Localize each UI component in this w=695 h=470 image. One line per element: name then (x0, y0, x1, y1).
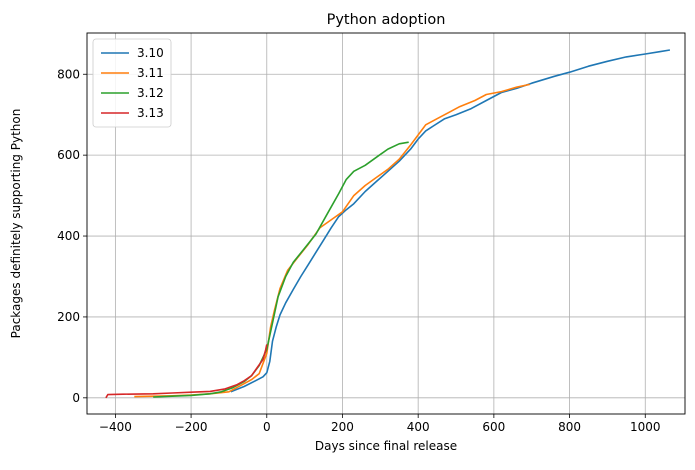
y-tick-label: 800 (57, 67, 80, 81)
x-tick-label: 0 (263, 420, 271, 434)
legend-label: 3.12 (137, 86, 164, 100)
x-tick-label: −200 (175, 420, 208, 434)
series-line-3-10 (230, 49, 671, 393)
x-tick-label: 200 (331, 420, 354, 434)
y-tick-label: 600 (57, 148, 80, 162)
x-tick-label: −400 (99, 420, 132, 434)
x-tick-label: 800 (558, 420, 581, 434)
ticks: −400 −200 0 200 400 600 800 1000 0 200 400 600 800 (57, 67, 660, 434)
plot-frame (86, 32, 686, 415)
y-tick-label: 400 (57, 229, 80, 243)
series-line-3-13 (105, 344, 268, 399)
legend-label: 3.13 (137, 106, 164, 120)
x-tick-label: 400 (407, 420, 430, 434)
series-line-3-11 (134, 83, 530, 398)
chart-title: Python adoption (327, 12, 446, 28)
legend-box (92, 38, 172, 128)
y-tick-label: 0 (72, 391, 80, 405)
x-axis-label: Days since final release (315, 439, 457, 453)
y-tick-label: 200 (57, 310, 80, 324)
x-tick-label: 600 (482, 420, 505, 434)
y-axis-label: Packages definitely supporting Python (9, 109, 23, 339)
x-tick-label: 1000 (630, 420, 661, 434)
legend: 3.10 3.11 3.12 3.13 (92, 38, 172, 128)
legend-label: 3.10 (137, 46, 164, 60)
grid (87, 33, 685, 414)
series-layer (105, 49, 671, 399)
series-line-3-12 (153, 141, 409, 398)
legend-label: 3.11 (137, 66, 164, 80)
